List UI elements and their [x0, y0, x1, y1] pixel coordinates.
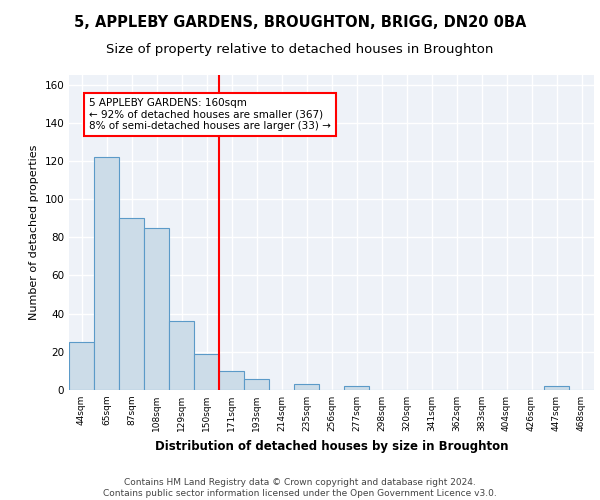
Text: 5, APPLEBY GARDENS, BROUGHTON, BRIGG, DN20 0BA: 5, APPLEBY GARDENS, BROUGHTON, BRIGG, DN…: [74, 15, 526, 30]
Text: Contains HM Land Registry data © Crown copyright and database right 2024.
Contai: Contains HM Land Registry data © Crown c…: [103, 478, 497, 498]
Bar: [69, 342, 94, 390]
Bar: [119, 218, 144, 390]
Bar: [244, 378, 269, 390]
Text: Size of property relative to detached houses in Broughton: Size of property relative to detached ho…: [106, 42, 494, 56]
Bar: [344, 386, 369, 390]
Y-axis label: Number of detached properties: Number of detached properties: [29, 145, 39, 320]
Bar: [194, 354, 219, 390]
Bar: [94, 157, 119, 390]
X-axis label: Distribution of detached houses by size in Broughton: Distribution of detached houses by size …: [155, 440, 508, 452]
Bar: [544, 386, 569, 390]
Bar: [144, 228, 169, 390]
Bar: [294, 384, 319, 390]
Text: 5 APPLEBY GARDENS: 160sqm
← 92% of detached houses are smaller (367)
8% of semi-: 5 APPLEBY GARDENS: 160sqm ← 92% of detac…: [89, 98, 331, 131]
Bar: [169, 322, 194, 390]
Bar: [219, 371, 244, 390]
